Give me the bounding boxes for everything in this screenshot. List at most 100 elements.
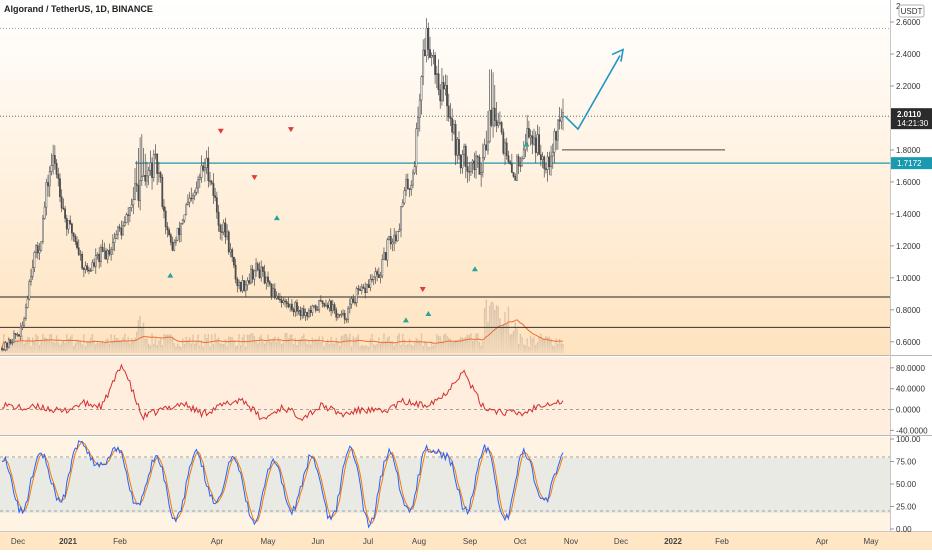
candle-body <box>84 265 87 270</box>
candle-body <box>234 264 237 280</box>
price-axis-ticks: 2.6000 2.4000 2.2000 1.8000 1.6000 1.4000 1.20… <box>890 18 921 347</box>
volume-bar <box>159 338 162 353</box>
volume-bar <box>258 336 261 353</box>
volume-bar <box>359 346 361 353</box>
projection-drawing[interactable] <box>564 48 625 131</box>
volume-bar <box>540 333 542 353</box>
volume-bar <box>139 315 141 353</box>
candle-body <box>120 228 123 236</box>
candle-body <box>154 153 157 156</box>
volume-bar <box>158 340 160 353</box>
candle-body <box>91 262 94 272</box>
volume-bar <box>163 334 165 353</box>
currency-badge[interactable]: USDT <box>901 7 923 16</box>
candle-body <box>205 157 208 169</box>
volume-bar <box>313 339 315 353</box>
volume-bar <box>115 338 117 353</box>
candle-body <box>555 131 558 141</box>
volume-bar <box>526 338 528 353</box>
volume-bar <box>171 336 174 353</box>
candle-body <box>265 276 268 284</box>
candle-body <box>132 199 135 206</box>
candle-body <box>277 295 280 300</box>
candle-body <box>202 165 205 171</box>
candle-body <box>229 249 232 253</box>
volume-bar <box>391 341 394 353</box>
sell-signal-marker <box>419 287 426 293</box>
volume-bar <box>112 340 114 353</box>
volume-bar <box>316 339 319 353</box>
volume-bar <box>127 337 129 353</box>
candle-body <box>418 99 421 118</box>
candle-body <box>359 289 361 291</box>
candle-body <box>476 155 479 158</box>
volume-bar <box>303 333 305 353</box>
time-tick-label: Feb <box>113 537 127 546</box>
volume-bar <box>74 343 77 353</box>
candle-body <box>396 231 399 242</box>
candle-body <box>374 271 377 278</box>
price-tick-label: 1.8000 <box>896 146 921 155</box>
volume-bar <box>270 342 273 353</box>
candle-body <box>93 262 95 267</box>
volume-bar <box>86 341 88 353</box>
candle-body <box>275 295 278 299</box>
volume-bar <box>154 338 157 353</box>
volume-bar <box>321 336 324 353</box>
volume-bar <box>328 344 331 353</box>
time-tick-label: May <box>863 537 878 546</box>
currency-badge-box[interactable] <box>898 4 925 18</box>
candle-body <box>33 252 36 268</box>
volume-bar <box>483 308 486 353</box>
candle-body <box>101 246 104 252</box>
candle-body <box>13 333 15 343</box>
volume-bar <box>412 345 414 353</box>
horizontal-levels[interactable] <box>0 27 890 328</box>
candle-body <box>470 162 472 173</box>
candle-body <box>488 109 491 143</box>
candle-body <box>195 187 198 193</box>
candle-body <box>449 116 452 119</box>
volume-bar <box>263 343 266 353</box>
candle-body <box>185 204 188 216</box>
volume-bar <box>49 334 51 353</box>
projection-arrow-head[interactable] <box>611 48 625 62</box>
volume-bar <box>345 334 348 353</box>
volume-bar <box>78 339 80 353</box>
volume-bar <box>292 344 295 353</box>
volume-bar <box>245 346 247 353</box>
volume-bar <box>553 346 556 353</box>
candle-body <box>304 312 307 316</box>
candle-body <box>388 236 390 240</box>
buy-signal-marker <box>523 141 530 147</box>
candle-body <box>372 276 375 280</box>
stochastic-oscillator: 100.00 75.00 50.00 25.00 0.00 <box>0 435 921 534</box>
candle-body <box>314 305 317 311</box>
candle-body <box>183 214 186 221</box>
volume-bar <box>23 343 25 353</box>
candle-body <box>505 142 508 156</box>
candle-body <box>510 163 513 173</box>
candle-body <box>81 253 84 269</box>
candle-body <box>536 134 539 153</box>
volume-bar <box>453 341 455 353</box>
candle-body <box>342 312 344 315</box>
stoch-tick-label: 50.00 <box>896 480 917 489</box>
candle-body <box>522 149 525 160</box>
volume-bar <box>299 339 302 353</box>
projection-arrow-line[interactable] <box>564 55 621 131</box>
rsi-oscillator: 80.0000 40.0000 0.0000 -40.0000 <box>0 363 928 435</box>
candle-body <box>493 107 496 121</box>
volume-bar <box>318 336 320 353</box>
candle-body <box>26 298 29 308</box>
candle-body <box>239 281 242 292</box>
candle-body <box>260 266 263 278</box>
volume-bar <box>494 309 496 353</box>
volume-bar <box>500 326 503 353</box>
candle-body <box>377 274 380 278</box>
volume-bar <box>536 342 539 353</box>
rsi-tick-label: -40.0000 <box>896 426 928 435</box>
volume-bar <box>89 337 92 353</box>
candle-body <box>558 119 561 122</box>
